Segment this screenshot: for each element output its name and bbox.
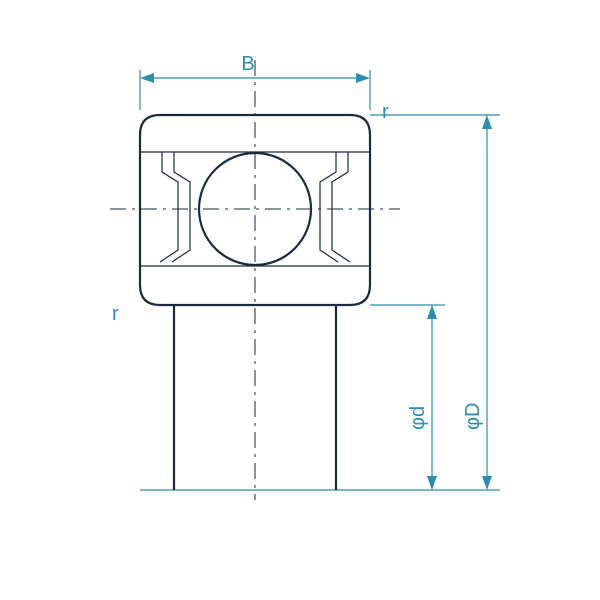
shield-left — [160, 152, 190, 262]
label-radius-top: r — [382, 101, 389, 123]
label-outer-diameter: φD — [462, 403, 484, 430]
label-width: B — [241, 53, 254, 75]
bearing-cross-section-diagram: B r r φd φD — [0, 0, 600, 600]
bearing-cross-section — [110, 60, 400, 500]
label-radius-bottom: r — [112, 303, 119, 325]
shield-right — [320, 152, 350, 262]
dimension-outer-D: φD — [370, 115, 500, 490]
label-bore-diameter: φd — [407, 406, 429, 430]
dimension-bore-d: φd — [370, 305, 445, 490]
